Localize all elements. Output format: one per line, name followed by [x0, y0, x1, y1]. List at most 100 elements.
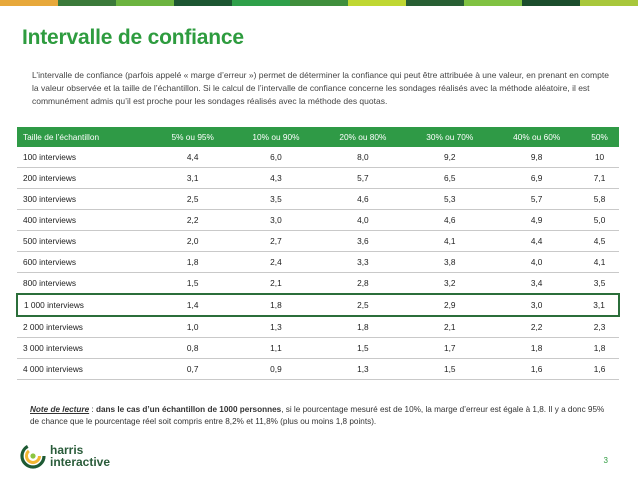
page-title: Intervalle de confiance	[22, 26, 244, 49]
table-row: 400 interviews 2,2 3,0 4,0 4,6 4,9 5,0	[17, 209, 619, 231]
margin-value-cell: 4,6	[406, 209, 494, 231]
margin-value-cell: 2,8	[319, 272, 407, 295]
margin-value-cell: 1,5	[406, 358, 494, 380]
sample-size-cell: 4 000 interviews	[17, 358, 153, 380]
note-bold-text: dans le cas d’un échantillon de 1000 per…	[95, 405, 282, 414]
margin-value-cell: 1,8	[580, 337, 619, 359]
table-row: 500 interviews 2,0 2,7 3,6 4,1 4,4 4,5	[17, 230, 619, 252]
top-bar-segment	[290, 0, 348, 6]
margin-value-cell: 1,3	[232, 316, 320, 338]
sample-size-cell: 400 interviews	[17, 209, 153, 231]
top-bar-segment	[232, 0, 290, 6]
margin-value-cell: 7,1	[580, 167, 619, 189]
margin-value-cell: 2,1	[232, 272, 320, 295]
margin-value-cell: 2,1	[406, 316, 494, 338]
margin-value-cell: 10	[580, 147, 619, 168]
top-bar-segment	[348, 0, 406, 6]
margin-value-cell: 1,6	[580, 358, 619, 380]
margin-value-cell: 6,9	[493, 167, 581, 189]
margin-value-cell: 5,3	[406, 188, 494, 210]
margin-value-cell: 4,0	[319, 209, 407, 231]
table-row: 300 interviews 2,5 3,5 4,6 5,3 5,7 5,8	[17, 188, 619, 210]
margin-value-cell: 3,0	[493, 293, 581, 317]
sample-size-cell: 600 interviews	[17, 251, 153, 273]
harris-swirl-logo-icon	[20, 443, 46, 469]
margin-value-cell: 1,6	[493, 358, 581, 380]
table-row: 1 000 interviews 1,4 1,8 2,5 2,9 3,0 3,1	[16, 293, 620, 317]
margin-value-cell: 3,5	[580, 272, 619, 295]
margin-value-cell: 0,9	[232, 358, 320, 380]
margin-value-cell: 2,3	[580, 316, 619, 338]
table-row: 800 interviews 1,5 2,1 2,8 3,2 3,4 3,5	[17, 272, 619, 295]
margin-value-cell: 1,3	[319, 358, 407, 380]
page-number: 3	[603, 456, 608, 465]
top-bar-segment	[580, 0, 638, 6]
note-text: , si le pourcentage mesuré est de 10%, l…	[30, 405, 605, 426]
sample-size-cell: 500 interviews	[17, 230, 153, 252]
margin-value-cell: 1,5	[152, 272, 233, 295]
margin-value-cell: 0,8	[152, 337, 233, 359]
note-separator: :	[89, 405, 96, 414]
sample-size-cell: 1 000 interviews	[16, 293, 153, 317]
logo-line-1: harris	[50, 443, 84, 457]
margin-value-cell: 1,4	[152, 293, 233, 317]
note-label: Note de lecture	[30, 405, 90, 414]
margin-value-cell: 2,5	[152, 188, 233, 210]
margin-value-cell: 1,8	[232, 293, 320, 317]
margin-value-cell: 9,2	[406, 147, 494, 168]
margin-value-cell: 3,1	[580, 293, 620, 317]
table-row: 600 interviews 1,8 2,4 3,3 3,8 4,0 4,1	[17, 251, 619, 273]
margin-value-cell: 5,0	[580, 209, 619, 231]
column-header: Taille de l’échantillon	[17, 127, 153, 147]
margin-value-cell: 1,1	[232, 337, 320, 359]
table-row: 100 interviews 4,4 6,0 8,0 9,2 9,8 10	[17, 147, 619, 168]
top-bar-segment	[174, 0, 232, 6]
column-header: 10% ou 90%	[232, 127, 320, 147]
logo-line-2: interactive	[50, 455, 111, 469]
margin-value-cell: 0,7	[152, 358, 233, 380]
sample-size-cell: 800 interviews	[17, 272, 153, 295]
margin-value-cell: 4,5	[580, 230, 619, 252]
margin-value-cell: 4,4	[493, 230, 581, 252]
table-row: 3 000 interviews 0,8 1,1 1,5 1,7 1,8 1,8	[17, 337, 619, 359]
margin-value-cell: 3,4	[493, 272, 581, 295]
margin-value-cell: 4,3	[232, 167, 320, 189]
margin-value-cell: 3,0	[232, 209, 320, 231]
margin-value-cell: 2,7	[232, 230, 320, 252]
table-header-row: Taille de l’échantillon 5% ou 95% 10% ou 9…	[17, 127, 619, 147]
margin-value-cell: 3,8	[406, 251, 494, 273]
margin-value-cell: 6,0	[232, 147, 320, 168]
table-row: 2 000 interviews 1,0 1,3 1,8 2,1 2,2 2,3	[17, 316, 619, 338]
reading-note: Note de lecture : dans le cas d’un échan…	[30, 404, 610, 428]
sample-size-cell: 2 000 interviews	[17, 316, 153, 338]
margin-value-cell: 2,2	[152, 209, 233, 231]
margin-value-cell: 1,8	[493, 337, 581, 359]
column-header: 40% ou 60%	[493, 127, 581, 147]
top-bar-segment	[522, 0, 580, 6]
margin-value-cell: 1,0	[152, 316, 233, 338]
margin-value-cell: 3,5	[232, 188, 320, 210]
margin-value-cell: 3,1	[152, 167, 233, 189]
margin-value-cell: 1,5	[319, 337, 407, 359]
confidence-interval-table: Taille de l’échantillon 5% ou 95% 10% ou 9…	[16, 127, 620, 380]
margin-value-cell: 1,7	[406, 337, 494, 359]
table-row: 200 interviews 3,1 4,3 5,7 6,5 6,9 7,1	[17, 167, 619, 189]
margin-value-cell: 1,8	[319, 316, 407, 338]
intro-paragraph: L’intervalle de confiance (parfois appel…	[32, 70, 609, 106]
margin-value-cell: 1,8	[152, 251, 233, 273]
column-header: 5% ou 95%	[152, 127, 233, 147]
margin-value-cell: 2,5	[319, 293, 407, 317]
margin-value-cell: 3,3	[319, 251, 407, 273]
margin-value-cell: 6,5	[406, 167, 494, 189]
margin-value-cell: 5,8	[580, 188, 619, 210]
top-bar-segment	[58, 0, 116, 6]
margin-value-cell: 2,2	[493, 316, 581, 338]
margin-value-cell: 5,7	[493, 188, 581, 210]
margin-value-cell: 2,9	[406, 293, 494, 317]
margin-value-cell: 3,6	[319, 230, 407, 252]
column-header: 50%	[580, 127, 619, 147]
margin-value-cell: 4,1	[580, 251, 619, 273]
margin-value-cell: 8,0	[319, 147, 407, 168]
margin-value-cell: 2,4	[232, 251, 320, 273]
table-row: 4 000 interviews 0,7 0,9 1,3 1,5 1,6 1,6	[17, 358, 619, 380]
